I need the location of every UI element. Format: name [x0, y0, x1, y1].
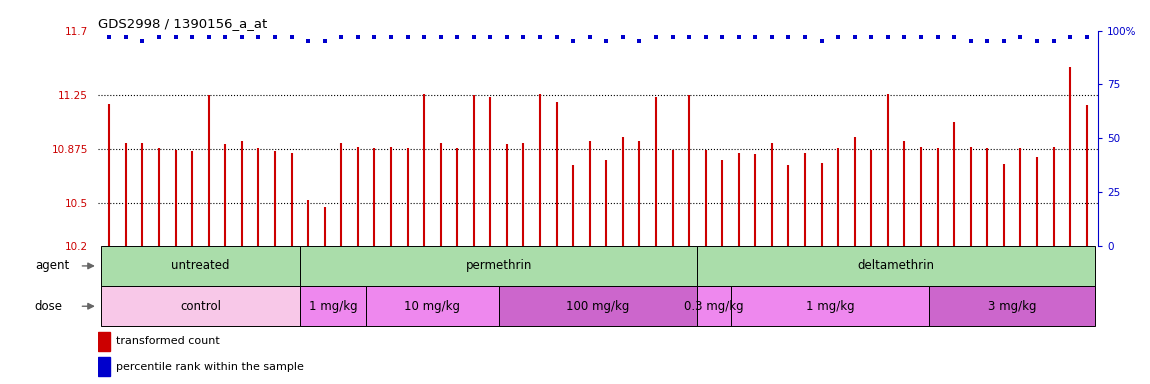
Point	[481, 34, 499, 40]
Point	[762, 34, 781, 40]
Point	[713, 34, 731, 40]
Point	[332, 34, 351, 40]
Text: transformed count: transformed count	[116, 336, 220, 346]
Point	[630, 38, 649, 45]
Point	[978, 38, 996, 45]
Point	[895, 34, 913, 40]
Text: agent: agent	[34, 260, 69, 272]
Point	[829, 34, 848, 40]
Text: 1 mg/kg: 1 mg/kg	[308, 300, 358, 313]
Text: 10 mg/kg: 10 mg/kg	[405, 300, 460, 313]
Bar	[98, 357, 109, 376]
Text: 1 mg/kg: 1 mg/kg	[806, 300, 854, 313]
Point	[200, 34, 218, 40]
Point	[531, 34, 550, 40]
Text: control: control	[179, 300, 221, 313]
Text: 3 mg/kg: 3 mg/kg	[988, 300, 1036, 313]
Point	[729, 34, 748, 40]
Point	[845, 34, 864, 40]
Point	[514, 34, 532, 40]
Point	[945, 34, 964, 40]
Point	[697, 34, 715, 40]
Point	[216, 34, 235, 40]
Bar	[697, 246, 1095, 286]
Point	[183, 34, 201, 40]
Text: percentile rank within the sample: percentile rank within the sample	[116, 362, 304, 372]
Point	[150, 34, 168, 40]
Text: dose: dose	[34, 300, 63, 313]
Point	[348, 34, 367, 40]
Bar	[366, 286, 499, 326]
Point	[1044, 38, 1063, 45]
Point	[995, 38, 1013, 45]
Bar	[101, 246, 300, 286]
Text: 100 mg/kg: 100 mg/kg	[566, 300, 630, 313]
Bar	[300, 246, 697, 286]
Point	[398, 34, 416, 40]
Text: permethrin: permethrin	[466, 260, 531, 272]
Text: 0.3 mg/kg: 0.3 mg/kg	[684, 300, 744, 313]
Bar	[697, 286, 730, 326]
Point	[498, 34, 516, 40]
Point	[415, 34, 434, 40]
Point	[167, 34, 185, 40]
Bar	[929, 286, 1095, 326]
Bar	[730, 286, 929, 326]
Point	[1078, 34, 1096, 40]
Point	[564, 38, 582, 45]
Point	[431, 34, 450, 40]
Point	[961, 38, 980, 45]
Point	[465, 34, 483, 40]
Point	[812, 38, 830, 45]
Bar	[98, 332, 109, 351]
Text: GDS2998 / 1390156_a_at: GDS2998 / 1390156_a_at	[98, 17, 267, 30]
Point	[382, 34, 400, 40]
Point	[448, 34, 467, 40]
Point	[646, 34, 665, 40]
Point	[928, 34, 946, 40]
Point	[232, 34, 251, 40]
Point	[299, 38, 317, 45]
Point	[862, 34, 881, 40]
Point	[746, 34, 765, 40]
Point	[100, 34, 118, 40]
Text: deltamethrin: deltamethrin	[858, 260, 935, 272]
Point	[912, 34, 930, 40]
Bar	[300, 286, 366, 326]
Bar	[101, 286, 300, 326]
Bar	[499, 286, 697, 326]
Point	[614, 34, 632, 40]
Point	[879, 34, 897, 40]
Point	[366, 34, 384, 40]
Point	[796, 34, 814, 40]
Point	[1061, 34, 1080, 40]
Point	[547, 34, 566, 40]
Point	[581, 34, 599, 40]
Text: untreated: untreated	[171, 260, 230, 272]
Point	[1011, 34, 1029, 40]
Point	[133, 38, 152, 45]
Point	[283, 34, 301, 40]
Point	[664, 34, 682, 40]
Point	[116, 34, 135, 40]
Point	[597, 38, 615, 45]
Point	[266, 34, 284, 40]
Point	[1028, 38, 1046, 45]
Point	[315, 38, 334, 45]
Point	[780, 34, 798, 40]
Point	[680, 34, 698, 40]
Point	[250, 34, 268, 40]
